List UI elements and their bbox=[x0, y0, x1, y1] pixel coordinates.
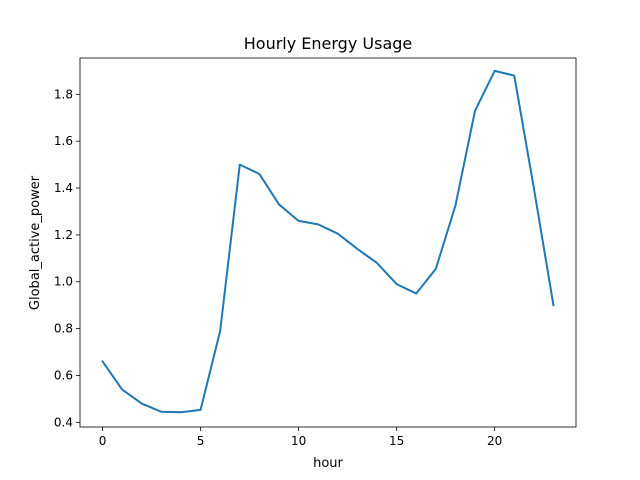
y-tick-label: 1.0 bbox=[54, 275, 73, 289]
series-line-0 bbox=[101, 69, 555, 414]
y-tick-label: 1.8 bbox=[54, 87, 73, 101]
x-tick-label: 5 bbox=[197, 434, 205, 448]
y-tick-label: 1.4 bbox=[54, 181, 73, 195]
x-tick-label: 20 bbox=[487, 434, 502, 448]
y-tick-label: 0.4 bbox=[54, 415, 73, 429]
y-tick-label: 1.6 bbox=[54, 134, 73, 148]
x-tick-label: 15 bbox=[389, 434, 404, 448]
y-tick-label: 0.6 bbox=[54, 368, 73, 382]
x-tick-label: 0 bbox=[99, 434, 107, 448]
plot-area: 0 5 10 15 20 0.4 0.6 0.8 1.0 1.2 1.4 1.6 1.8 bbox=[54, 57, 577, 448]
x-axis-label: hour bbox=[313, 456, 343, 471]
chart-title: Hourly Energy Usage bbox=[244, 34, 413, 53]
y-axis-label: Global_active_power bbox=[28, 175, 43, 310]
y-tick-label: 1.2 bbox=[54, 228, 73, 242]
axes-frame bbox=[79, 57, 577, 428]
y-tick-label: 0.8 bbox=[54, 322, 73, 336]
x-tick-label: 10 bbox=[291, 434, 306, 448]
